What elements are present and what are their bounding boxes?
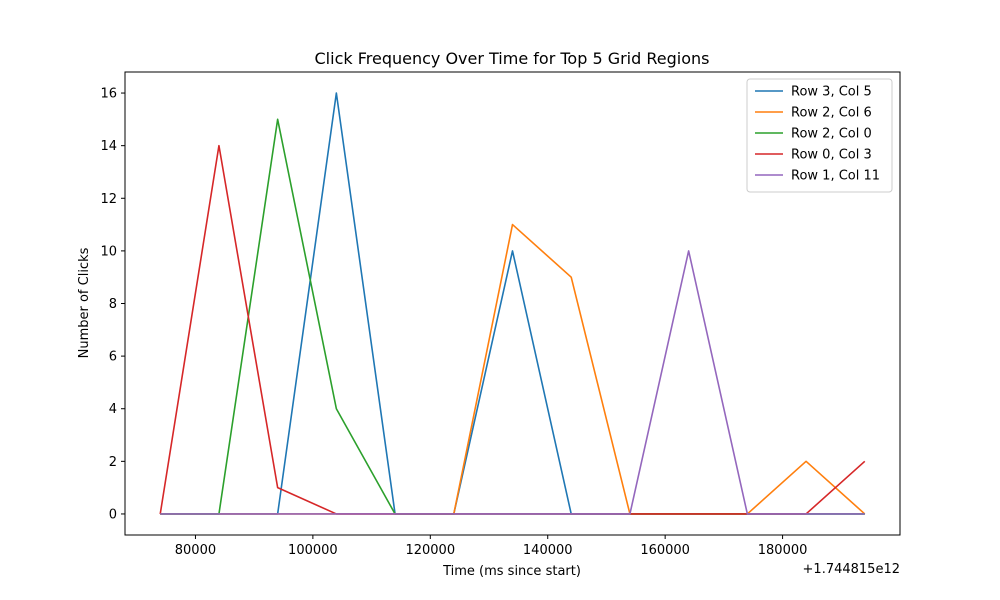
y-tick-label: 8	[109, 297, 117, 312]
x-tick-label: 160000	[640, 543, 690, 558]
chart-title: Click Frequency Over Time for Top 5 Grid…	[315, 49, 710, 68]
y-tick-label: 6	[109, 350, 117, 365]
legend-entry: Row 2, Col 6	[791, 106, 872, 121]
x-tick-label: 80000	[175, 543, 216, 558]
y-tick-label: 12	[100, 192, 117, 207]
x-tick-label: 120000	[405, 543, 455, 558]
x-tick-label: 140000	[523, 543, 573, 558]
y-axis-label: Number of Clicks	[77, 247, 92, 358]
x-tick-label: 180000	[758, 543, 808, 558]
y-tick-label: 16	[100, 87, 117, 102]
legend-entry: Row 3, Col 5	[791, 85, 872, 100]
legend-box	[746, 78, 893, 193]
legend-entry: Row 0, Col 3	[791, 148, 872, 163]
legend-entry: Row 1, Col 11	[791, 169, 880, 184]
y-tick-label: 4	[109, 402, 117, 417]
series-line-2	[160, 223, 866, 515]
y-tick-label: 0	[109, 507, 117, 522]
x-tick-label: 100000	[288, 543, 338, 558]
series-line-5	[160, 250, 865, 515]
y-tick-label: 2	[109, 455, 117, 470]
x-axis-label: Time (ms since start)	[442, 564, 581, 579]
plot-area: 80000 100000 120000 140000 160000 180000 0 2 4 6 8…	[100, 71, 901, 558]
x-axis-offset-label: +1.744815e12	[803, 562, 900, 577]
legend-entry: Row 2, Col 0	[791, 127, 872, 142]
y-tick-label: 14	[100, 139, 117, 154]
y-tick-label: 10	[100, 244, 117, 259]
